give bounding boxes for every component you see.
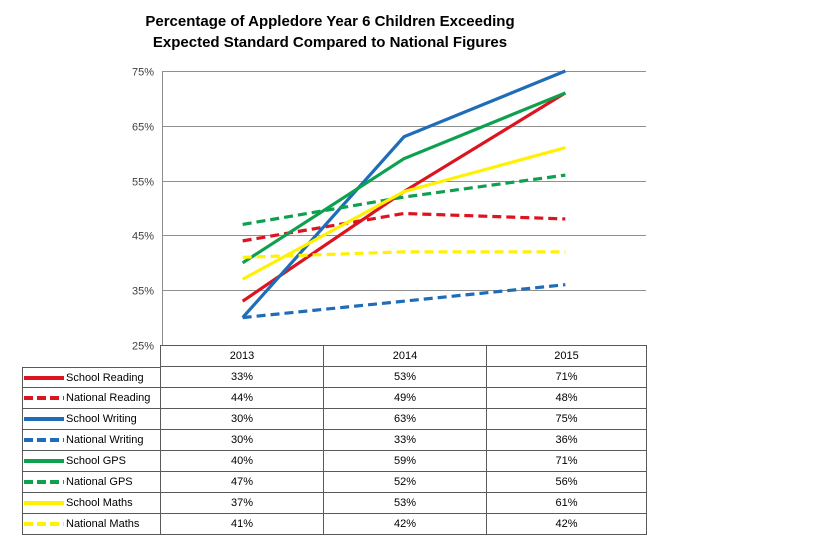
value-cell: 36% <box>487 430 647 451</box>
series-line-national-maths <box>242 250 566 259</box>
legend-swatch-school-maths <box>24 501 64 505</box>
value-cell: 75% <box>487 409 647 430</box>
legend-cell: School Writing <box>23 409 161 430</box>
table-row-school-gps: School GPS 40% 59% 71% <box>23 451 647 472</box>
year-header-cell: 2014 <box>324 346 487 367</box>
value-cell: 42% <box>487 514 647 535</box>
y-axis-tick-label: 75% <box>132 67 154 79</box>
value-cell: 33% <box>161 367 324 388</box>
value-cell: 33% <box>324 430 487 451</box>
legend-label: School Maths <box>66 497 133 509</box>
value-cell: 63% <box>324 409 487 430</box>
series-line-national-reading <box>242 211 566 243</box>
table-row-school-writing: School Writing 30% 63% 75% <box>23 409 647 430</box>
series-line-national-gps <box>242 173 566 227</box>
legend-label: School Reading <box>66 371 144 384</box>
legend-label: National Maths <box>66 518 140 530</box>
table-row-national-writing: National Writing 30% 33% 36% <box>23 430 647 451</box>
data-table-body: School Reading 33% 53% 71% National Reading 4… <box>22 367 647 535</box>
value-cell: 40% <box>161 451 324 472</box>
legend-cell: School Maths <box>23 493 161 514</box>
legend-swatch-national-gps <box>24 480 64 484</box>
legend-label: National GPS <box>66 476 133 488</box>
year-header-cell: 2013 <box>161 346 324 367</box>
table-row-national-reading: National Reading 44% 49% 48% <box>23 388 647 409</box>
legend-cell: School Reading <box>23 367 161 388</box>
chart-title-line1: Percentage of Appledore Year 6 Children … <box>145 13 515 30</box>
series-line-national-writing <box>242 283 566 320</box>
value-cell: 71% <box>487 451 647 472</box>
legend-swatch-national-writing <box>24 438 64 442</box>
legend-cell: National GPS <box>23 472 161 493</box>
table-row-national-gps: National GPS 47% 52% 56% <box>23 472 647 493</box>
value-cell: 30% <box>161 430 324 451</box>
chart-title: Percentage of Appledore Year 6 Children … <box>0 11 660 53</box>
year-header-cell: 2015 <box>487 346 647 367</box>
value-cell: 42% <box>324 514 487 535</box>
value-cell: 71% <box>487 367 647 388</box>
value-cell: 48% <box>487 388 647 409</box>
legend-cell: National Maths <box>23 514 161 535</box>
value-cell: 44% <box>161 388 324 409</box>
value-cell: 61% <box>487 493 647 514</box>
legend-label: National Writing <box>66 434 144 446</box>
y-axis-tick-label: 45% <box>132 231 154 243</box>
y-axis-tick-label: 55% <box>132 177 154 189</box>
legend-cell: National Writing <box>23 430 161 451</box>
series-line-school-maths <box>241 146 566 281</box>
value-cell: 59% <box>324 451 487 472</box>
value-cell: 49% <box>324 388 487 409</box>
value-cell: 56% <box>487 472 647 493</box>
data-table-header-row: 2013 2014 2015 <box>160 345 647 367</box>
value-cell: 30% <box>161 409 324 430</box>
legend-cell: National Reading <box>23 388 161 409</box>
chart-title-line2: Expected Standard Compared to National F… <box>152 34 508 51</box>
legend-swatch-school-reading <box>24 375 64 380</box>
series-line-school-gps <box>241 91 566 265</box>
table-row-school-maths: School Maths 37% 53% 61% <box>23 493 647 514</box>
value-cell: 37% <box>161 493 324 514</box>
series-line-school-reading <box>241 91 567 303</box>
legend-label: National Reading <box>66 392 151 404</box>
legend-swatch-school-writing <box>24 417 64 421</box>
value-cell: 52% <box>324 472 487 493</box>
table-row-national-maths: National Maths 41% 42% 42% <box>23 514 647 535</box>
legend-cell: School GPS <box>23 451 161 472</box>
y-axis-tick-label: 35% <box>132 286 154 298</box>
y-axis-tick-label: 25% <box>132 341 154 353</box>
legend-swatch-school-gps <box>24 459 64 463</box>
legend-label: School Writing <box>66 413 137 425</box>
y-axis-tick-label: 65% <box>132 122 154 134</box>
value-cell: 53% <box>324 493 487 514</box>
value-cell: 47% <box>161 472 324 493</box>
series-line-school-writing <box>241 69 566 319</box>
value-cell: 41% <box>161 514 324 535</box>
legend-swatch-national-reading <box>24 396 64 400</box>
legend-label: School GPS <box>66 455 126 467</box>
table-row-school-reading: School Reading 33% 53% 71% <box>23 367 647 388</box>
legend-swatch-national-maths <box>24 522 64 526</box>
value-cell: 53% <box>324 367 487 388</box>
